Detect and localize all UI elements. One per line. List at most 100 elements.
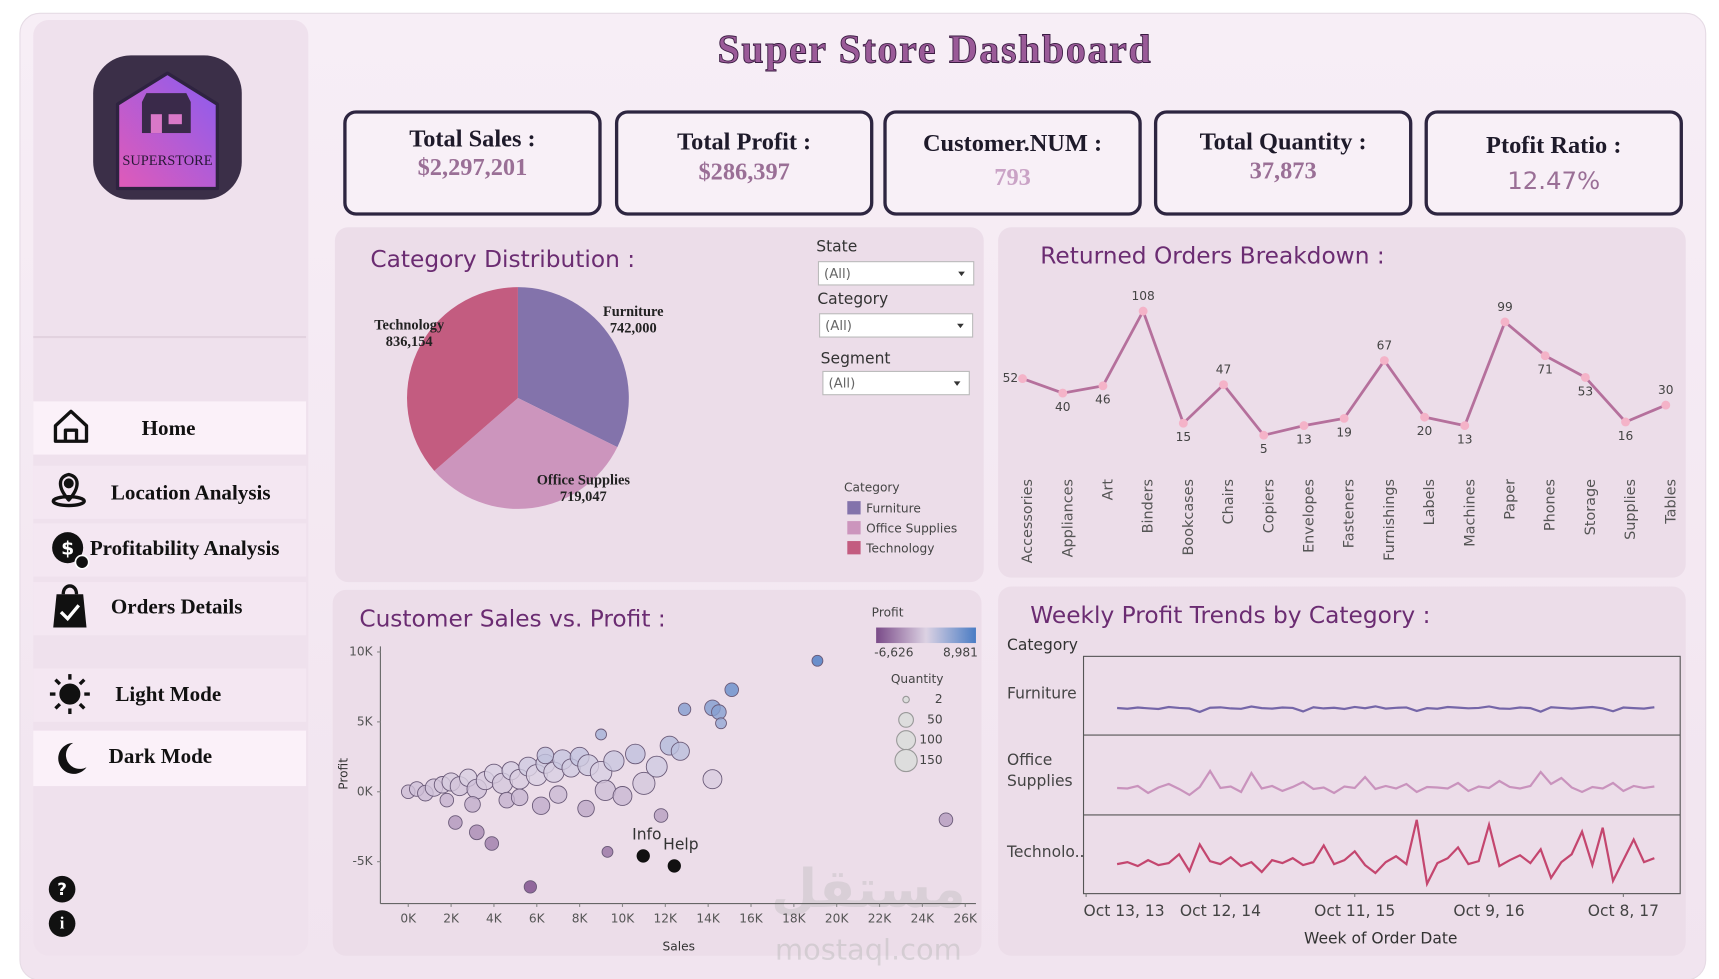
kpi-label: Total Quantity : xyxy=(1200,129,1367,156)
y-tick-label: 5K xyxy=(357,714,374,728)
scatter-point xyxy=(715,717,727,730)
slice-value: 742,000 xyxy=(610,321,657,337)
info-label: Info xyxy=(632,825,661,843)
slice-label: Furniture xyxy=(603,304,664,320)
nav-label: Light Mode xyxy=(115,682,221,706)
x-tick-label: 6K xyxy=(529,912,546,926)
pie-slice xyxy=(517,287,629,448)
filter-value: (All) xyxy=(825,319,852,334)
line-marker xyxy=(1379,356,1389,365)
size-legend-mark xyxy=(894,748,918,773)
kpi-label: Customer.NUM : xyxy=(923,130,1102,157)
data-label: 13 xyxy=(1296,433,1312,447)
line xyxy=(1116,819,1655,888)
x-tick-label: Oct 11, 15 xyxy=(1314,902,1395,920)
help-glyph: ? xyxy=(57,880,67,899)
x-tick-label: Appliances xyxy=(1060,479,1076,557)
scatter-point xyxy=(601,845,614,858)
info-button[interactable] xyxy=(636,849,650,863)
scatter-point xyxy=(625,743,646,765)
scatter-point xyxy=(549,785,568,804)
moon-icon xyxy=(58,742,87,774)
line-marker xyxy=(1098,381,1108,391)
info-icon[interactable] xyxy=(48,910,76,937)
line-marker xyxy=(1500,317,1510,327)
chart-title: Category Distribution : xyxy=(370,246,635,273)
sun-icon xyxy=(49,674,90,715)
filter-dropdown[interactable] xyxy=(822,370,970,396)
dropdown-arrow xyxy=(957,323,964,329)
x-tick-label: Oct 9, 16 xyxy=(1453,902,1524,920)
row-label: Furniture xyxy=(1007,684,1077,702)
line xyxy=(1117,705,1655,714)
filter-dropdown[interactable] xyxy=(819,313,974,338)
scatter-point xyxy=(612,786,633,806)
color-legend-title: Profit xyxy=(872,606,904,620)
data-label: 5 xyxy=(1260,442,1268,456)
slice-label: Technology xyxy=(374,317,445,333)
x-tick-label: Oct 12, 14 xyxy=(1180,902,1261,920)
x-tick-label: 24K xyxy=(911,912,936,926)
x-tick-label: 12K xyxy=(654,912,679,926)
chart-title: Customer Sales vs. Profit : xyxy=(359,605,665,632)
x-tick-label: Machines xyxy=(1462,479,1478,547)
line-marker xyxy=(1339,413,1349,423)
kpi-value: 37,873 xyxy=(1250,158,1317,185)
nav-item-bg[interactable] xyxy=(33,401,307,455)
help-icon[interactable] xyxy=(48,875,76,903)
nav-item-bg[interactable] xyxy=(33,730,307,787)
scatter-point xyxy=(670,741,690,761)
x-tick-label: Paper xyxy=(1503,479,1519,520)
x-tick-label: 2K xyxy=(443,912,460,926)
x-tick-label: Supplies xyxy=(1623,479,1639,540)
line-marker xyxy=(1661,400,1671,410)
scatter-point xyxy=(645,755,668,778)
info-glyph: i xyxy=(60,913,65,932)
size-legend-mark xyxy=(902,695,910,704)
x-tick-label: 14K xyxy=(696,912,721,926)
panel xyxy=(998,586,1686,956)
legend-label: Office Supplies xyxy=(866,521,957,535)
kpi-card xyxy=(1153,110,1413,216)
scatter-point xyxy=(811,654,824,667)
dropdown-arrow xyxy=(953,381,961,386)
help-button[interactable] xyxy=(667,859,681,873)
legend-swatch xyxy=(847,541,861,555)
scatter-point xyxy=(536,746,555,765)
kpi-value: 12.47% xyxy=(1507,166,1600,195)
scatter-point xyxy=(464,796,481,813)
x-tick-label: 16K xyxy=(739,912,764,926)
data-label: 46 xyxy=(1095,393,1111,407)
nav-label: Location Analysis xyxy=(111,480,271,504)
size-legend-label: 150 xyxy=(919,753,942,767)
line-marker xyxy=(1299,421,1309,431)
dollar-glyph: $ xyxy=(61,538,74,559)
x-tick-label: Accessories xyxy=(1020,479,1036,563)
scatter-point xyxy=(594,779,616,801)
legend-label: Furniture xyxy=(866,501,921,515)
lock-icon xyxy=(74,554,90,570)
filter-value: (All) xyxy=(828,377,855,392)
x-tick-label: 8K xyxy=(572,912,589,926)
filter-dropdown[interactable] xyxy=(817,261,975,286)
kpi-value: 793 xyxy=(994,164,1031,191)
data-label: 108 xyxy=(1132,289,1155,303)
kpi-card xyxy=(343,110,602,216)
scatter-point xyxy=(938,812,954,827)
kpi-card xyxy=(614,110,874,216)
line-marker xyxy=(1018,374,1027,384)
nav-item-bg[interactable] xyxy=(33,465,307,519)
data-label: 67 xyxy=(1377,339,1393,353)
y-tick-label: 10K xyxy=(349,644,374,658)
dashboard-title: Super Store Dashboard xyxy=(717,26,1152,71)
nav-icons xyxy=(51,409,89,508)
x-tick-label: Tables xyxy=(1663,479,1679,525)
scatter-point xyxy=(523,880,537,894)
legend-swatch xyxy=(847,521,861,535)
x-tick-label: Furnishings xyxy=(1382,479,1398,561)
kpi-label: Total Profit : xyxy=(677,129,811,156)
x-tick-label: Envelopes xyxy=(1301,479,1317,553)
filter-label: Segment xyxy=(821,350,891,368)
row-label: Office Supplies xyxy=(1007,751,1073,790)
